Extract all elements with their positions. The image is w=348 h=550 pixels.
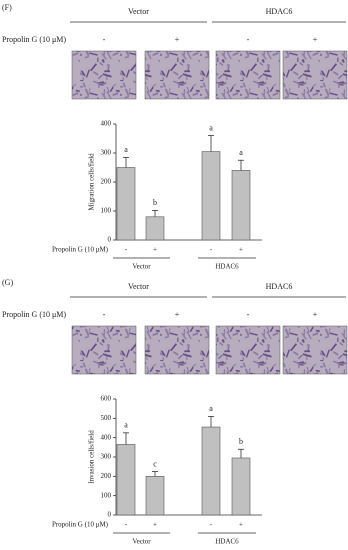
- bar: [145, 216, 165, 241]
- group-header: Vector: [128, 7, 149, 16]
- y-axis-label: Invasion cells/field: [88, 430, 96, 484]
- significance-letter: a: [209, 404, 213, 413]
- x-group-label: Vector: [132, 538, 151, 546]
- group-header: HDAC6: [266, 7, 293, 16]
- x-group-label: HDAC6: [215, 263, 239, 271]
- micrograph: [215, 325, 281, 375]
- x-tick-label: -: [125, 246, 128, 254]
- bar: [145, 476, 165, 516]
- treatment-sign: +: [175, 35, 180, 44]
- bar: [201, 151, 221, 241]
- y-tick-label: 400: [101, 433, 112, 441]
- y-tick-label: 200: [101, 178, 112, 186]
- treatment-sign: +: [175, 310, 180, 319]
- significance-letter: c: [153, 459, 157, 468]
- error-bar: [238, 448, 244, 458]
- x-tick-label: +: [239, 521, 243, 529]
- bar: [116, 167, 136, 241]
- y-tick-label: 0: [108, 511, 112, 519]
- panel-label: (G): [2, 278, 13, 287]
- x-treatment-label: Propolin G (10 μM): [52, 521, 109, 529]
- treatment-label: Propolin G (10 μM): [2, 35, 66, 44]
- significance-letter: a: [124, 145, 128, 154]
- treatment-sign: -: [247, 35, 250, 44]
- micrograph: [144, 325, 210, 375]
- error-bar: [152, 471, 158, 477]
- panel-label: (F): [2, 3, 12, 12]
- x-tick-label: -: [210, 246, 213, 254]
- x-tick-label: -: [125, 521, 128, 529]
- group-header: Vector: [128, 282, 149, 291]
- treatment-sign: -: [103, 310, 106, 319]
- treatment-sign: -: [247, 310, 250, 319]
- treatment-label: Propolin G (10 μM): [2, 310, 66, 319]
- micrograph: [282, 50, 348, 100]
- y-tick-label: 0: [108, 236, 112, 244]
- y-tick-label: 600: [101, 395, 112, 403]
- x-tick-label: -: [210, 521, 213, 529]
- micrograph: [71, 325, 137, 375]
- bar: [116, 444, 136, 516]
- bar: [231, 170, 251, 241]
- treatment-sign: -: [103, 35, 106, 44]
- error-bar: [238, 159, 244, 171]
- y-tick-label: 300: [101, 453, 112, 461]
- micrograph: [282, 325, 348, 375]
- x-group-label: Vector: [132, 263, 151, 271]
- x-tick-label: +: [153, 521, 157, 529]
- error-bar: [123, 432, 129, 445]
- micrograph: [71, 50, 137, 100]
- y-tick-label: 400: [101, 120, 112, 128]
- y-tick-label: 200: [101, 472, 112, 480]
- error-bar: [152, 210, 158, 217]
- error-bar: [123, 156, 129, 168]
- y-axis-label: Migration cells/field: [88, 153, 96, 211]
- y-tick-label: 100: [101, 491, 112, 499]
- error-bar: [208, 415, 214, 428]
- micrograph: [215, 50, 281, 100]
- bar: [201, 426, 221, 516]
- significance-letter: a: [124, 421, 128, 430]
- y-tick-label: 300: [101, 149, 112, 157]
- significance-letter: a: [209, 123, 213, 132]
- treatment-sign: +: [313, 35, 318, 44]
- significance-letter: a: [239, 148, 243, 157]
- significance-letter: b: [239, 437, 243, 446]
- x-tick-label: +: [239, 246, 243, 254]
- significance-letter: b: [153, 198, 157, 207]
- group-header: HDAC6: [266, 282, 293, 291]
- x-group-label: HDAC6: [215, 538, 239, 546]
- y-tick-label: 100: [101, 207, 112, 215]
- bar: [231, 457, 251, 516]
- y-tick-label: 500: [101, 414, 112, 422]
- x-treatment-label: Propolin G (10 μM): [52, 246, 109, 254]
- error-bar: [208, 135, 214, 152]
- x-tick-label: +: [153, 246, 157, 254]
- micrograph: [144, 50, 210, 100]
- treatment-sign: +: [313, 310, 318, 319]
